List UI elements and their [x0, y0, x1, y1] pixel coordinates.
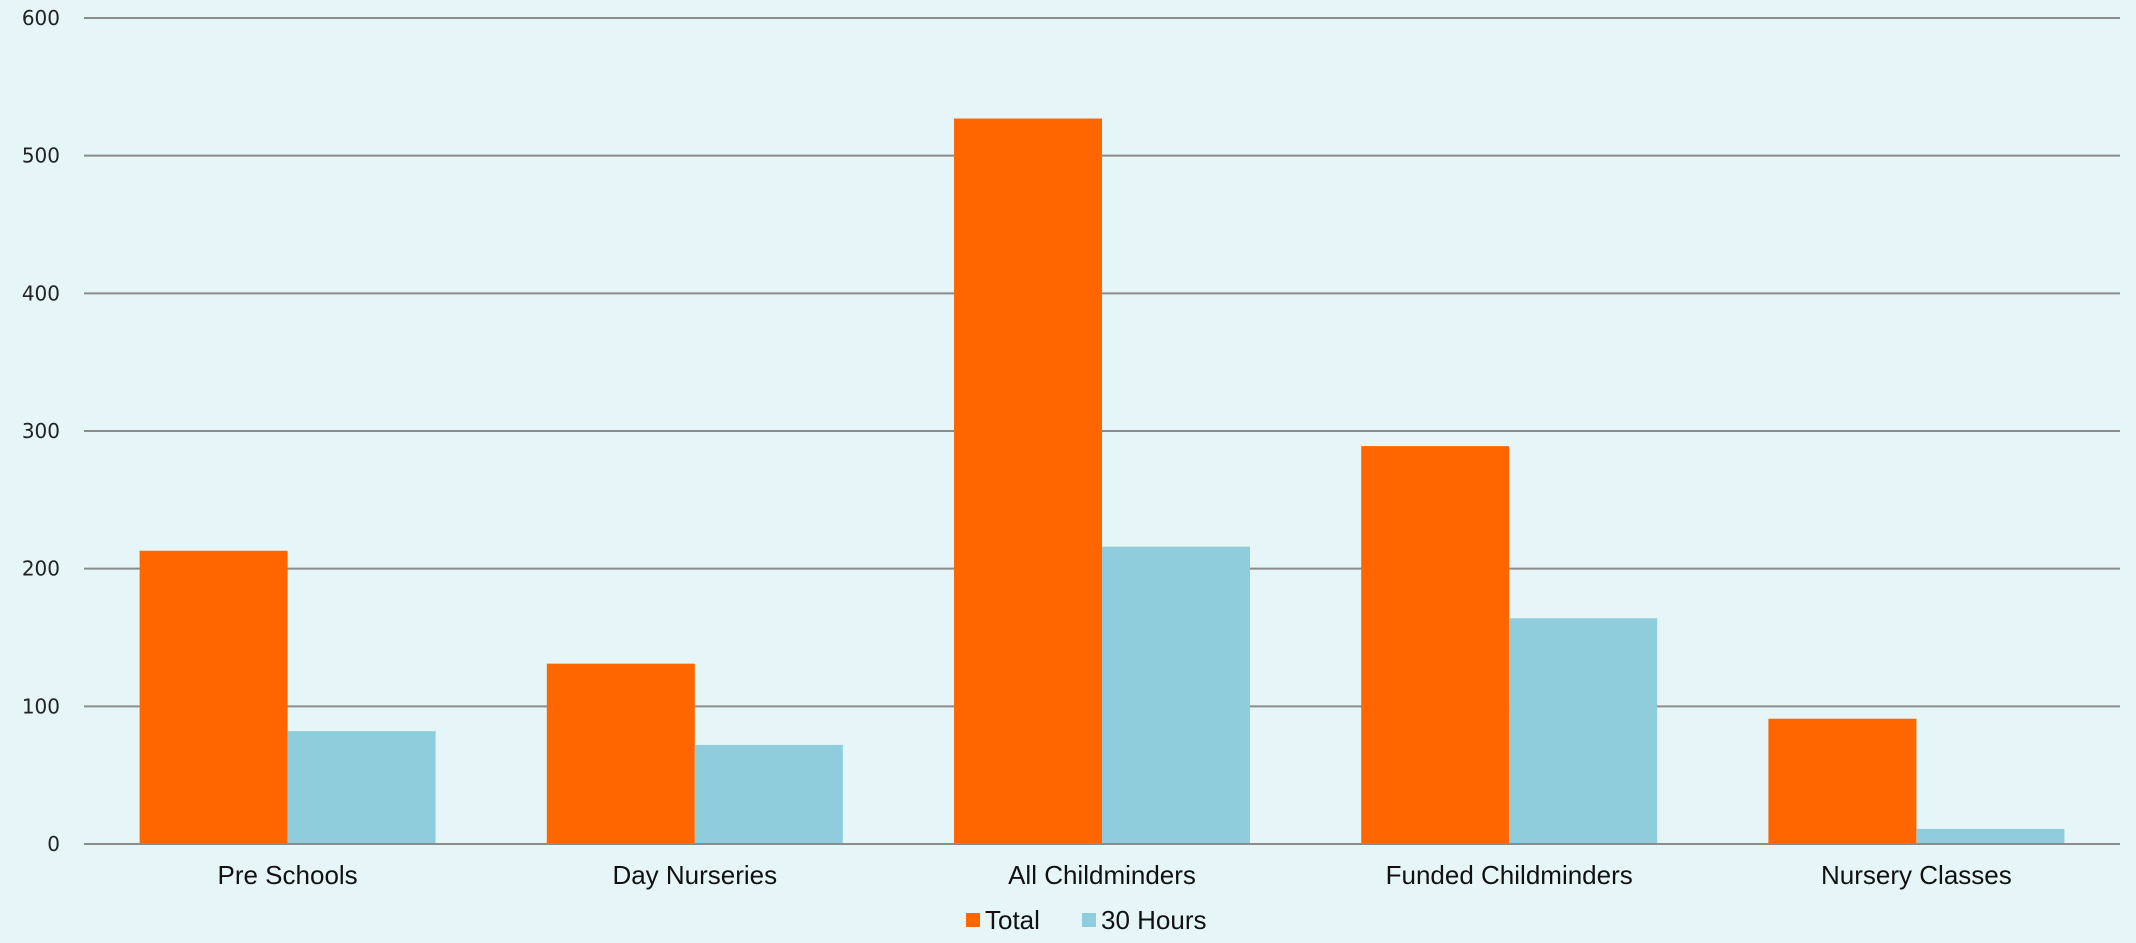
- x-tick-label: Day Nurseries: [612, 860, 777, 890]
- x-tick-label: Pre Schools: [218, 860, 358, 890]
- y-tick-label: 400: [22, 281, 60, 305]
- bars: [139, 118, 2065, 845]
- x-tick-label: Nursery Classes: [1821, 860, 2012, 890]
- y-tick-label: 0: [47, 832, 60, 856]
- bar-total-day-nurseries: [546, 663, 695, 844]
- y-tick-label: 600: [22, 6, 60, 30]
- x-tick-label: All Childminders: [1008, 860, 1196, 890]
- x-tick-label: Funded Childminders: [1386, 860, 1633, 890]
- bar-30-hours-pre-schools: [287, 731, 436, 844]
- legend-label: Total: [985, 905, 1040, 935]
- bar-30-hours-nursery-classes: [1916, 828, 2065, 844]
- bar-total-nursery-classes: [1768, 718, 1917, 844]
- y-tick-label: 100: [22, 694, 60, 718]
- bar-total-all-childminders: [954, 118, 1102, 845]
- legend-label: 30 Hours: [1101, 905, 1207, 935]
- bar-30-hours-funded-childminders: [1509, 618, 1658, 844]
- bar-30-hours-all-childminders: [1102, 546, 1250, 844]
- legend: Total 30 Hours: [966, 905, 1207, 935]
- y-tick-label: 300: [22, 419, 60, 443]
- bar-total-pre-schools: [139, 550, 288, 844]
- y-tick-label: 500: [22, 144, 60, 168]
- legend-swatch: [966, 913, 980, 927]
- bar-total-funded-childminders: [1361, 446, 1510, 844]
- x-axis-tick-labels: Pre Schools Day Nurseries All Childminders…: [218, 860, 2012, 890]
- y-tick-label: 200: [22, 557, 60, 581]
- bar-30-hours-day-nurseries: [694, 744, 843, 844]
- legend-swatch: [1082, 913, 1096, 927]
- y-axis-tick-labels: 0 100 200 300 400 500 600: [22, 6, 60, 856]
